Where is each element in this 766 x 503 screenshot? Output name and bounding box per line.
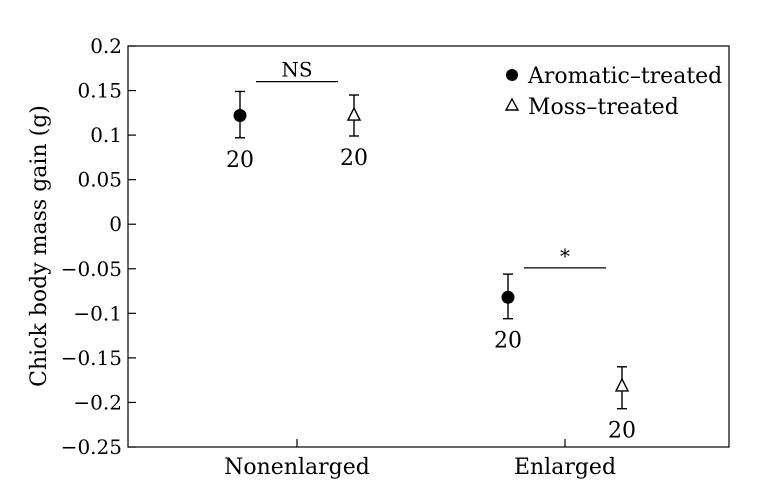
legend-marker-aromatic (506, 69, 518, 81)
y-tick-label: −0.05 (61, 257, 122, 281)
sample-size-label: 20 (340, 146, 368, 171)
legend-entry: Aromatic–treated (527, 64, 722, 89)
y-tick-label: 0.2 (90, 34, 122, 58)
x-category-label: Enlarged (514, 455, 616, 480)
sample-size-label: 20 (226, 148, 254, 173)
sample-size-label: 20 (608, 419, 636, 444)
y-tick-label: 0.15 (77, 79, 122, 103)
y-axis: 0.2 0.15 0.1 0.05 0 −0.05 −0.1 −0.15 −0.2 −0.25 (61, 34, 136, 459)
y-tick-label: −0.25 (61, 435, 122, 459)
legend-entry: Moss–treated (528, 95, 679, 120)
annotations: NS * (256, 58, 606, 269)
data-point-aromatic (233, 109, 247, 123)
sample-size-label: 20 (494, 329, 522, 354)
data-marks: 20 20 20 20 (226, 90, 636, 444)
y-tick-label: −0.1 (73, 301, 122, 325)
plot-frame (127, 45, 730, 448)
data-point-moss (614, 377, 630, 392)
y-tick-label: 0.05 (77, 168, 122, 192)
significance-label: * (560, 244, 570, 268)
x-category-label: Nonenlarged (224, 455, 370, 480)
legend: Aromatic–treated Moss–treated (504, 64, 722, 120)
legend-marker-moss (504, 97, 520, 111)
y-axis-title: Chick body mass gain (g) (27, 105, 52, 387)
data-point-aromatic (501, 290, 515, 304)
y-tick-label: −0.2 (73, 390, 122, 414)
y-tick-label: −0.15 (61, 346, 122, 370)
x-axis: Nonenlarged Enlarged (224, 439, 616, 480)
significance-label: NS (281, 58, 312, 82)
y-tick-label: 0 (109, 212, 122, 236)
y-tick-label: 0.1 (90, 123, 122, 147)
data-point-moss (346, 106, 362, 121)
